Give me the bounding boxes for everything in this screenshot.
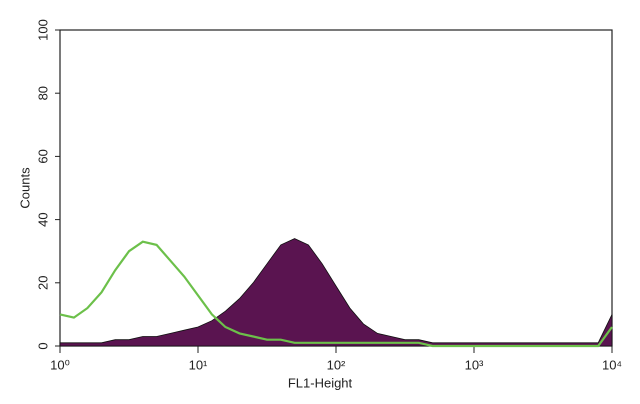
x-tick-label: 10³ <box>465 357 484 372</box>
x-axis-label: FL1-Height <box>288 375 353 390</box>
y-axis-label: Counts <box>17 167 32 209</box>
y-tick-label: 20 <box>35 276 50 290</box>
y-tick-label: 60 <box>35 149 50 163</box>
y-tick-label: 0 <box>35 342 50 349</box>
y-tick-label: 100 <box>35 19 50 41</box>
histogram-area <box>59 238 613 347</box>
y-tick-label: 80 <box>35 86 50 100</box>
x-tick-label: 10² <box>327 357 346 372</box>
y-tick-label: 40 <box>35 212 50 226</box>
histogram-line <box>59 240 613 348</box>
x-tick-label: 10⁴ <box>602 357 622 372</box>
x-tick-label: 10⁰ <box>50 357 70 372</box>
x-tick-label: 10¹ <box>189 357 208 372</box>
